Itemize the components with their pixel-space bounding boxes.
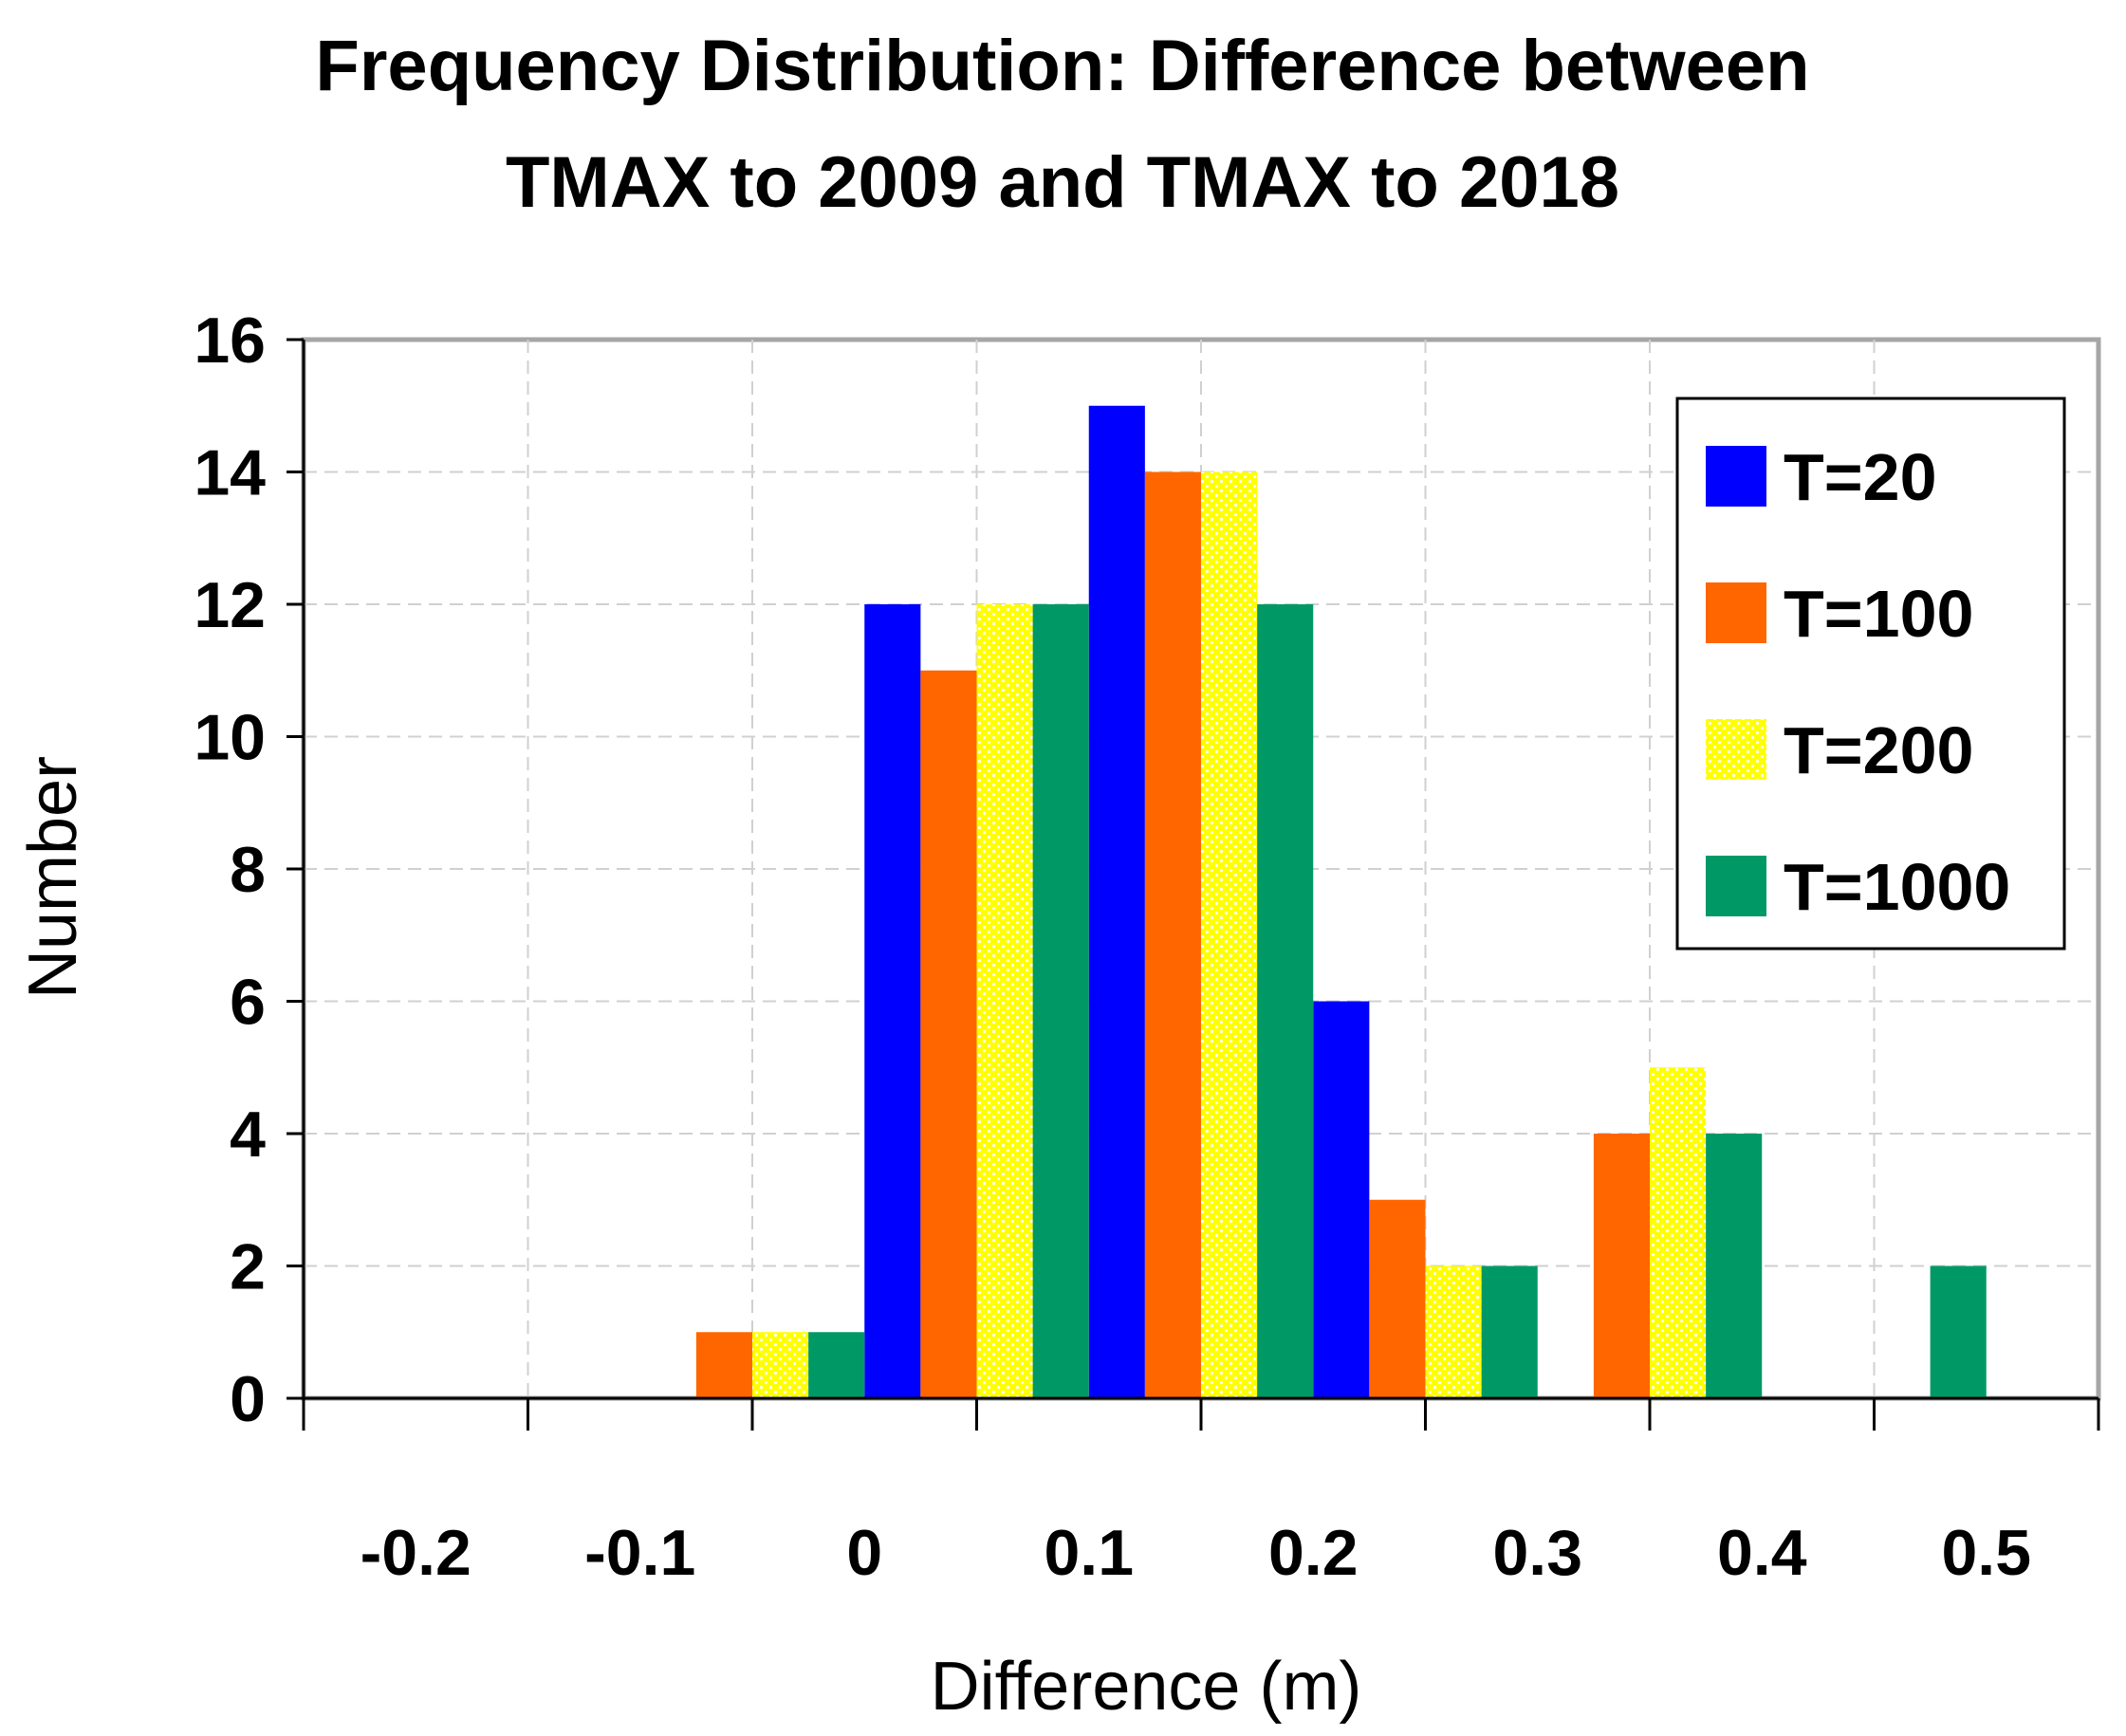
bar-t-100-0.1	[1144, 471, 1201, 1398]
x-tick-label: 0.5	[1941, 1517, 2031, 1589]
legend-swatch-t-200	[1706, 719, 1766, 780]
axes	[287, 338, 2100, 1431]
y-tick-label: 2	[230, 1231, 266, 1303]
bar-t-1000--0.1	[808, 1332, 865, 1398]
bar-t-100-0	[920, 670, 977, 1398]
x-axis-label: Difference (m)	[931, 1649, 1362, 1725]
y-tick-label: 6	[230, 967, 266, 1039]
legend-label: T=100	[1784, 577, 1973, 651]
bars	[695, 405, 1987, 1398]
x-tick-label: 0.3	[1492, 1517, 1582, 1589]
legend-label: T=20	[1784, 440, 1937, 514]
x-tick-label: 0.1	[1044, 1517, 1134, 1589]
legend-label: T=1000	[1784, 850, 2010, 924]
bar-t-100-0.3	[1593, 1134, 1650, 1398]
bar-t-20-0	[864, 604, 921, 1398]
bar-t-200-0.2	[1425, 1265, 1482, 1398]
bar-t-1000-0.1	[1257, 604, 1314, 1398]
x-tick-labels: -0.2 -0.1 0 0.1 0.2 0.3 0.4 0.5	[360, 1517, 2031, 1589]
bar-t-200--0.1	[752, 1332, 809, 1398]
bar-t-100-0.2	[1369, 1199, 1426, 1398]
y-tick-labels: 0 2 4 6 8 10 12 14 16	[194, 305, 266, 1435]
legend-swatch-t-100	[1706, 582, 1766, 643]
chart-title-line-2: TMAX to 2009 and TMAX to 2018	[506, 142, 1619, 223]
y-axis-label: Number	[15, 756, 91, 999]
bar-t-1000-0.4	[1930, 1265, 1987, 1398]
y-tick-label: 8	[230, 834, 266, 906]
bar-t-200-0.1	[1201, 471, 1258, 1398]
bar-t-1000-0.3	[1706, 1134, 1763, 1398]
y-tick-label: 4	[230, 1099, 266, 1171]
x-tick-label: 0.2	[1268, 1517, 1359, 1589]
y-tick-label: 16	[194, 305, 266, 377]
bar-t-1000-0.2	[1481, 1265, 1538, 1398]
bar-t-20-0.2	[1313, 1001, 1370, 1398]
legend-label: T=200	[1784, 713, 1973, 787]
y-tick-label: 0	[230, 1363, 266, 1435]
bar-t-200-0	[976, 604, 1033, 1398]
legend-swatch-t-20	[1706, 446, 1766, 507]
x-tick-label: 0.4	[1717, 1517, 1807, 1589]
x-tick-label: -0.1	[584, 1517, 695, 1589]
bar-t-100--0.1	[695, 1332, 752, 1398]
x-tick-label: 0	[846, 1517, 882, 1589]
legend: T=20 T=100 T=200 T=1000	[1675, 397, 2066, 951]
y-tick-label: 12	[194, 569, 266, 641]
y-tick-label: 10	[194, 702, 266, 774]
x-tick-label: -0.2	[360, 1517, 471, 1589]
y-tick-label: 14	[194, 437, 266, 509]
legend-swatch-t-1000	[1706, 856, 1766, 916]
chart-title-line-1: Frequency Distribution: Difference betwe…	[315, 26, 1809, 106]
bar-t-200-0.3	[1650, 1067, 1707, 1398]
bar-t-1000-0	[1032, 604, 1089, 1398]
bar-t-20-0.1	[1088, 405, 1145, 1398]
